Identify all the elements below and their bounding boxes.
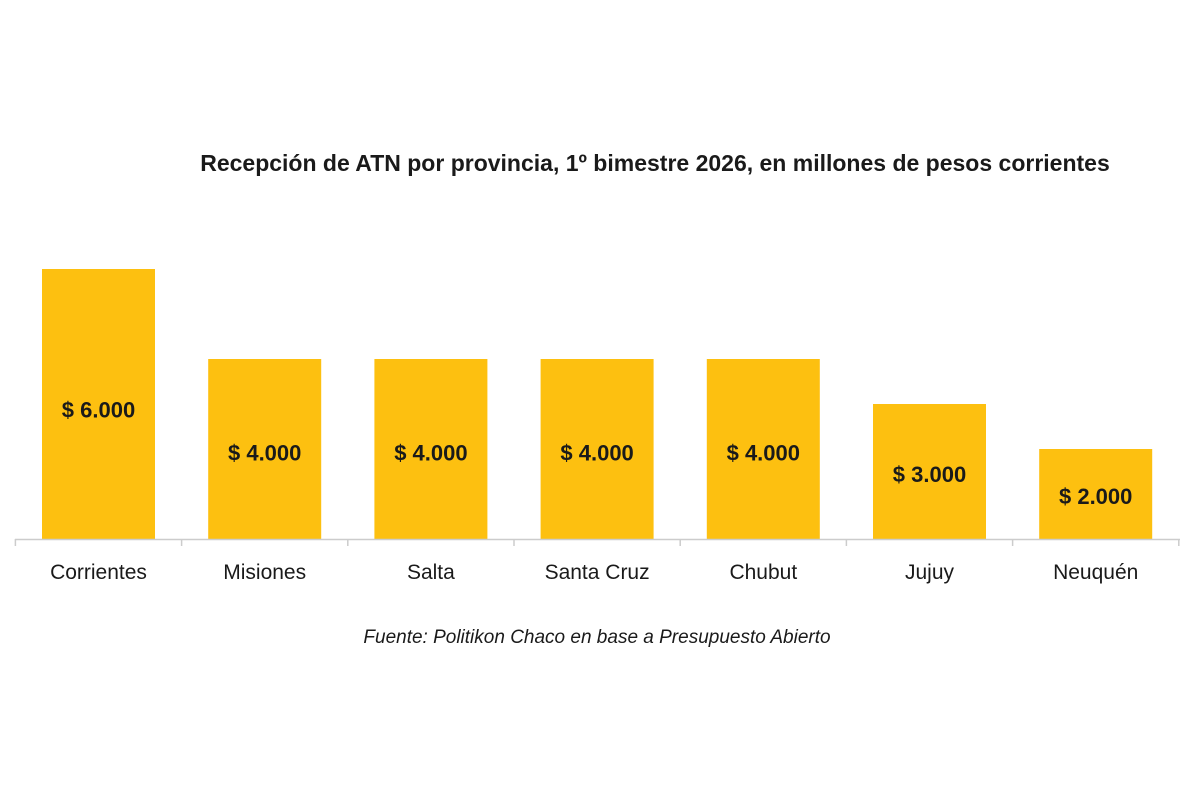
category-label: Neuquén [1053,561,1138,584]
category-label: Santa Cruz [545,561,650,584]
category-label: Corrientes [50,561,147,584]
bar-chubut [706,359,820,539]
bar-corrientes [42,269,155,539]
source-note: Fuente: Politikon Chaco en base a Presup… [363,627,830,648]
bar-value-label: $ 4.000 [394,441,467,466]
category-labels: Corrientes Misiones Salta Santa Cruz Chubut J… [50,561,1138,584]
x-axis [14,538,1180,546]
chart-title: Recepción de ATN por provincia, 1º bimes… [200,150,1110,176]
bar-neuquén [1039,449,1153,539]
bar-value-label: $ 3.000 [893,462,966,487]
category-label: Salta [407,561,455,584]
category-label: Jujuy [905,561,955,584]
bar-value-label: $ 4.000 [727,441,800,466]
bar-santa-cruz [540,359,654,539]
bar-value-label: $ 2.000 [1059,484,1132,509]
category-label: Misiones [223,561,306,584]
category-label: Chubut [729,561,797,584]
bar-jujuy [873,404,986,539]
bar-value-label: $ 4.000 [228,441,301,466]
bar-value-label: $ 6.000 [62,397,135,422]
bar-misiones [208,359,322,539]
bars-group: $ 6.000 $ 4.000 $ 4.000 $ 4.000 $ 4.000 $ 3.0… [42,269,1153,539]
bar-value-label: $ 4.000 [560,441,633,466]
bar-salta [374,359,488,539]
